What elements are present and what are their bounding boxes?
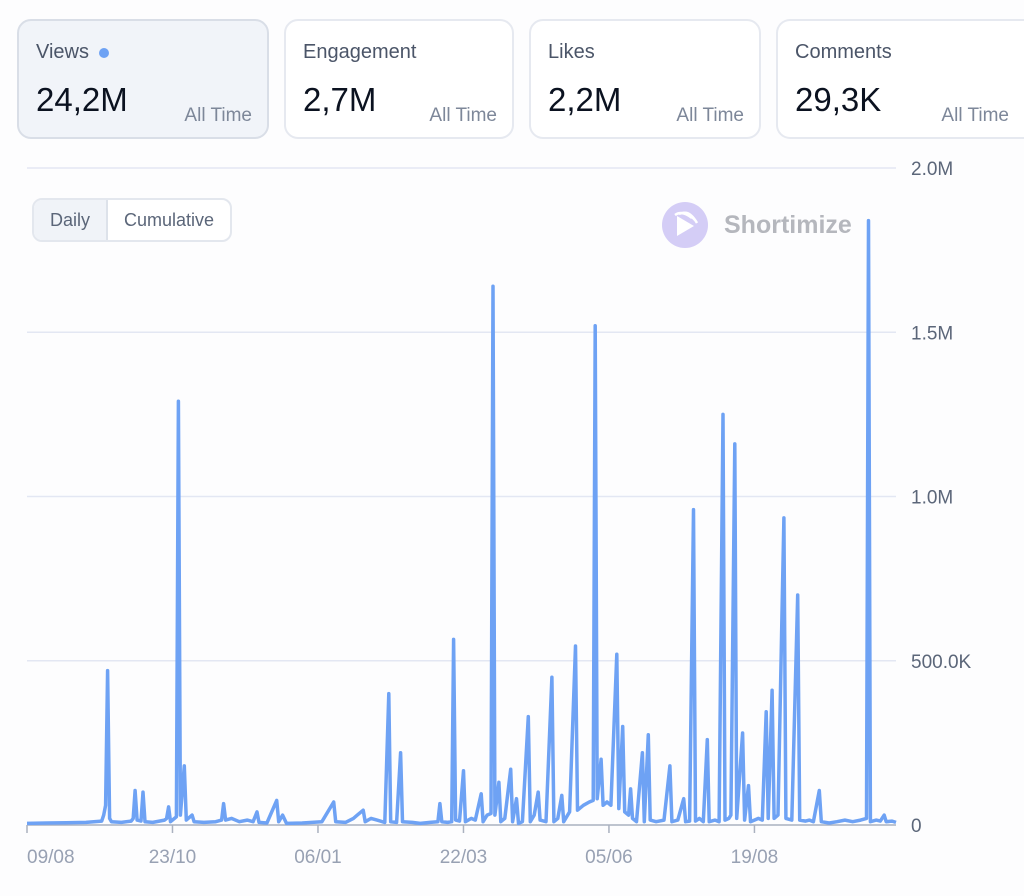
x-tick-label: 06/01: [294, 847, 342, 868]
metric-label: Comments: [795, 41, 892, 63]
chart-mode-toggle: Daily Cumulative: [32, 198, 233, 242]
metric-period: All Time: [676, 105, 744, 126]
metric-value: 24,2M: [36, 81, 128, 118]
y-axis: 0 500.0K 1.0M 1.5M 2.0M: [911, 159, 972, 837]
metric-card-comments[interactable]: Comments 29,3K All Time: [776, 19, 1024, 139]
toggle-daily[interactable]: Daily: [34, 200, 109, 240]
metric-label: Engagement: [303, 41, 417, 63]
brand-watermark: Shortimize: [662, 202, 852, 248]
metric-card-views[interactable]: Views 24,2M All Time: [17, 19, 269, 139]
metric-label-text: Views: [36, 41, 89, 63]
metric-period: All Time: [941, 105, 1009, 126]
metric-period: All Time: [429, 105, 497, 126]
metric-cards: Views 24,2M All Time Engagement 2,7M All…: [17, 19, 1024, 141]
y-tick-label: 1.5M: [911, 323, 953, 344]
metric-card-engagement[interactable]: Engagement 2,7M All Time: [284, 19, 514, 139]
metric-card-likes[interactable]: Likes 2,2M All Time: [529, 19, 761, 139]
x-tick-label: 19/08: [731, 847, 779, 868]
metric-value: 29,3K: [795, 81, 882, 118]
x-axis: 09/08 23/10 06/01 22/03 05/06 19/08: [26, 824, 896, 868]
y-tick-label: 0: [911, 816, 922, 837]
y-tick-label: 1.0M: [911, 488, 953, 509]
grid-lines: [27, 167, 896, 662]
brand-name: Shortimize: [724, 210, 852, 239]
y-tick-label: 500.0K: [911, 652, 972, 673]
active-dot-icon: [99, 47, 109, 58]
metric-label: Likes: [548, 41, 595, 63]
metric-value: 2,2M: [548, 81, 622, 118]
metric-value: 2,7M: [303, 81, 377, 118]
x-tick-label: 23/10: [149, 847, 197, 868]
series-line-views: [26, 218, 897, 826]
metric-label: Views: [36, 41, 109, 64]
x-tick-label: 22/03: [440, 847, 488, 868]
shortimize-logo-icon: [662, 202, 708, 248]
x-tick-label: 09/08: [27, 847, 75, 868]
metric-period: All Time: [184, 105, 252, 126]
y-tick-label: 2.0M: [911, 159, 953, 180]
x-tick-label: 05/06: [585, 847, 633, 868]
toggle-cumulative[interactable]: Cumulative: [124, 210, 215, 230]
